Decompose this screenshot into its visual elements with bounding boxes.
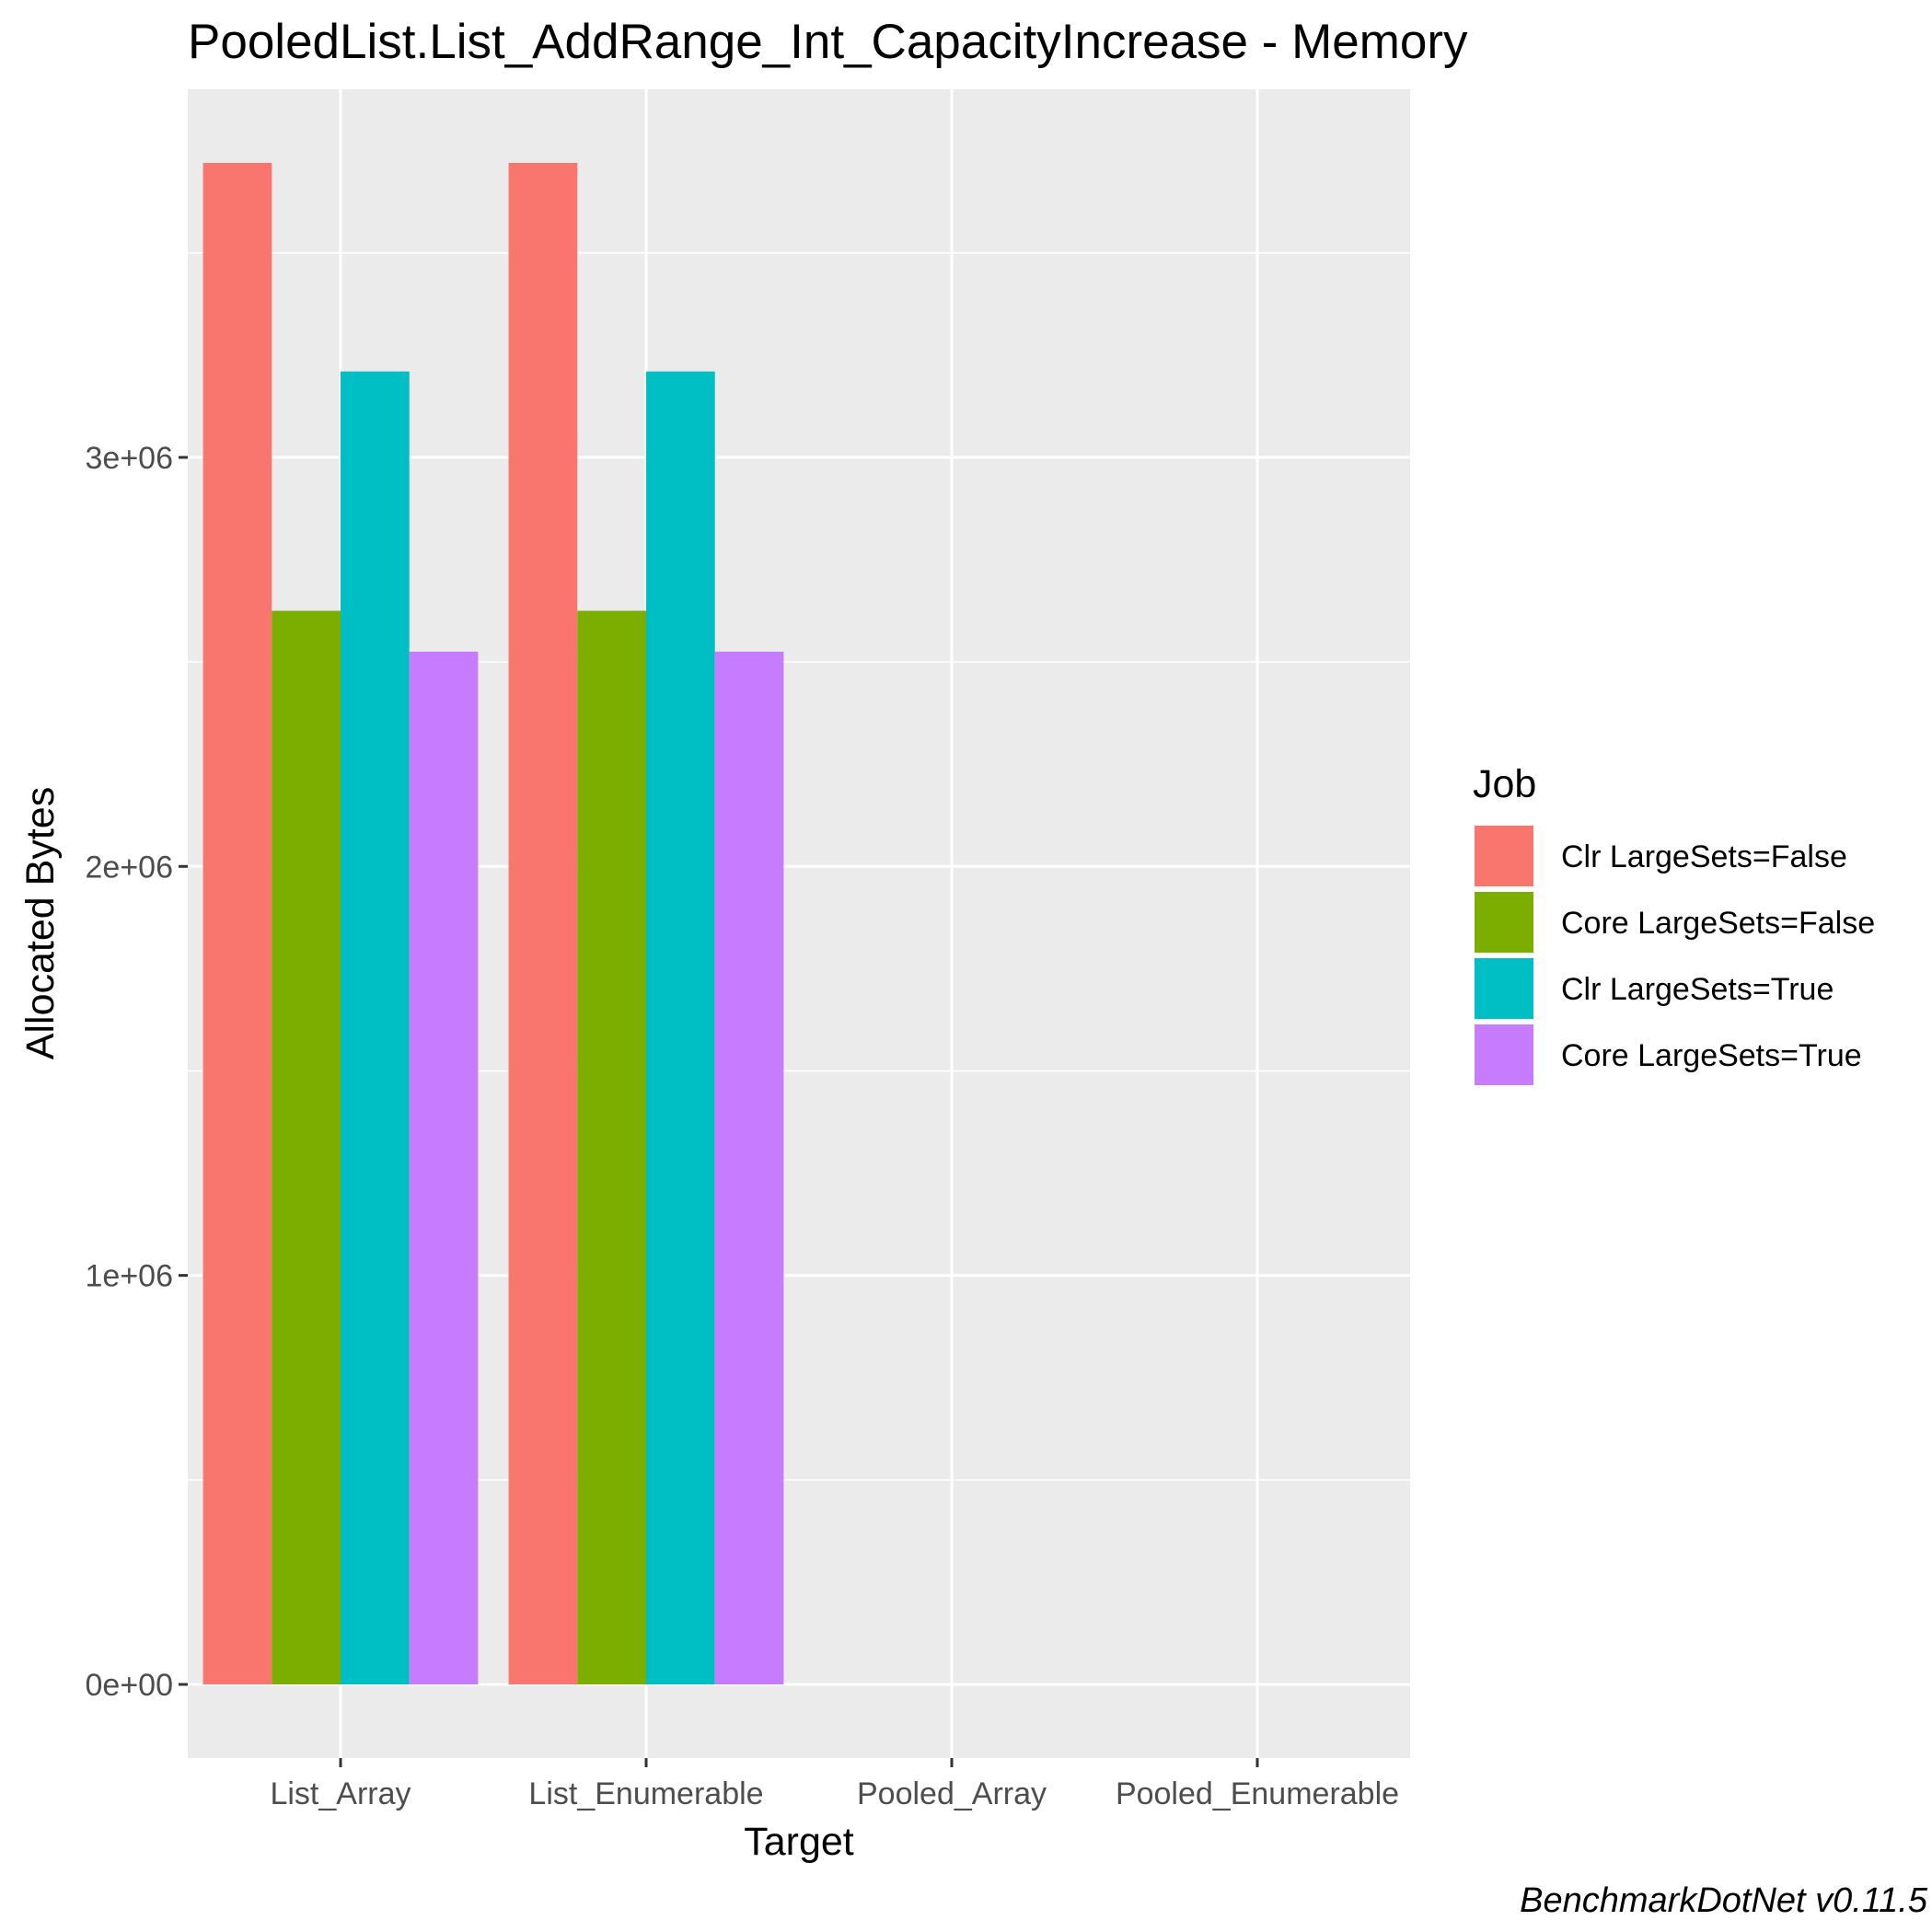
bar (272, 610, 341, 1685)
legend-swatch (1475, 1024, 1533, 1085)
bar (646, 371, 715, 1685)
bar (409, 651, 479, 1685)
bar (577, 610, 646, 1685)
legend: Clr LargeSets=False Core LargeSets=False C… (1473, 824, 1875, 1087)
y-tick-label: 0e+00 (86, 1668, 174, 1703)
y-tick-label: 3e+06 (86, 441, 174, 476)
x-axis-title: Target (744, 1820, 854, 1864)
chart-title: PooledList.List_AddRange_Int_CapacityInc… (188, 15, 1468, 69)
y-tick-label: 2e+06 (86, 850, 174, 885)
legend-swatch (1475, 892, 1533, 953)
legend-label: Core LargeSets=False (1561, 906, 1875, 941)
bar (508, 162, 578, 1685)
y-axis-title: Allocated Bytes (18, 787, 63, 1059)
legend-title: Job (1473, 762, 1536, 806)
y-axis-ticks: 0e+00 1e+06 2e+06 3e+06 (86, 441, 188, 1703)
bars (202, 162, 784, 1685)
bar (341, 371, 410, 1685)
legend-label: Core LargeSets=True (1561, 1038, 1862, 1073)
bar (714, 651, 784, 1685)
x-tick-label: Pooled_Enumerable (1116, 1776, 1399, 1811)
x-tick-label: Pooled_Array (857, 1776, 1047, 1811)
x-tick-label: List_Array (270, 1776, 411, 1811)
legend-label: Clr LargeSets=False (1561, 839, 1847, 874)
caption: BenchmarkDotNet v0.11.5 (1520, 1881, 1928, 1920)
legend-swatch (1475, 826, 1533, 886)
x-axis-ticks: List_Array List_Enumerable Pooled_Array Poo… (270, 1758, 1399, 1811)
x-tick-label: List_Enumerable (528, 1776, 763, 1811)
y-tick-label: 1e+06 (86, 1259, 174, 1294)
bar (202, 162, 272, 1685)
legend-label: Clr LargeSets=True (1561, 972, 1834, 1007)
legend-swatch (1475, 958, 1533, 1019)
